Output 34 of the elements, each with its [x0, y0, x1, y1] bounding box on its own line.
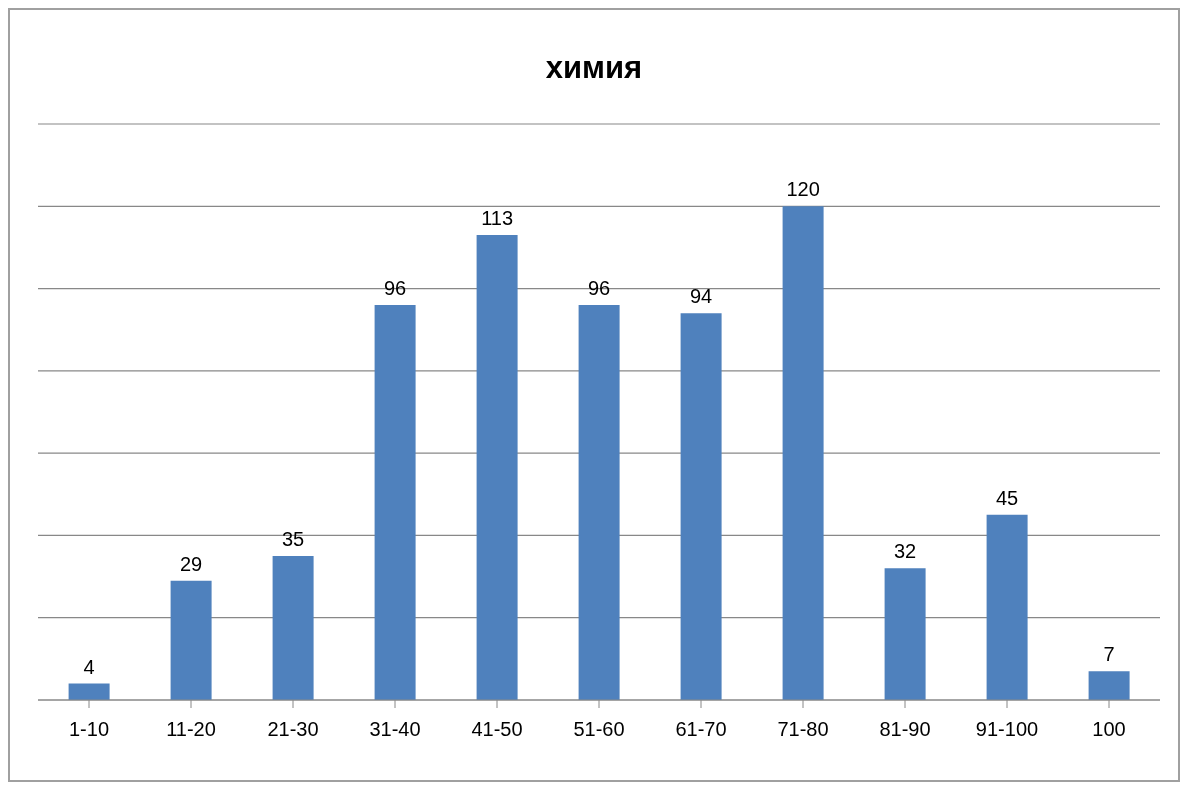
data-label: 113	[481, 207, 514, 230]
data-label: 96	[587, 277, 611, 300]
bar	[374, 305, 416, 700]
data-label: 7	[1103, 643, 1115, 666]
bar	[476, 235, 518, 700]
bar	[782, 206, 824, 700]
x-tick-label: 91-100	[975, 718, 1039, 741]
x-tick-label: 21-30	[267, 718, 319, 741]
x-tick-label: 31-40	[369, 718, 421, 741]
x-tick-label: 61-70	[675, 718, 727, 741]
x-tick-label: 100	[1092, 718, 1126, 741]
data-label: 32	[893, 540, 917, 563]
x-tick-label: 1-10	[68, 718, 110, 741]
bar	[884, 568, 926, 700]
chart-title: химия	[544, 50, 644, 86]
bar	[170, 580, 212, 700]
x-tick-label: 71-80	[777, 718, 829, 741]
bar	[68, 683, 110, 700]
bar	[680, 313, 722, 700]
data-label: 35	[281, 528, 305, 550]
data-label: 45	[995, 486, 1019, 509]
data-label: 4	[83, 655, 95, 678]
bar	[986, 514, 1028, 700]
x-tick-label: 41-50	[471, 718, 523, 741]
data-label: 96	[383, 277, 407, 300]
data-label: 120	[786, 178, 820, 201]
x-tick-label: 11-20	[166, 718, 216, 741]
data-label: 94	[689, 285, 713, 308]
x-tick-label: 51-60	[573, 718, 625, 741]
bar	[578, 305, 620, 700]
x-tick-label: 81-90	[879, 718, 931, 741]
bar	[1088, 671, 1130, 700]
data-label: 29	[179, 552, 203, 575]
bar	[272, 556, 314, 700]
